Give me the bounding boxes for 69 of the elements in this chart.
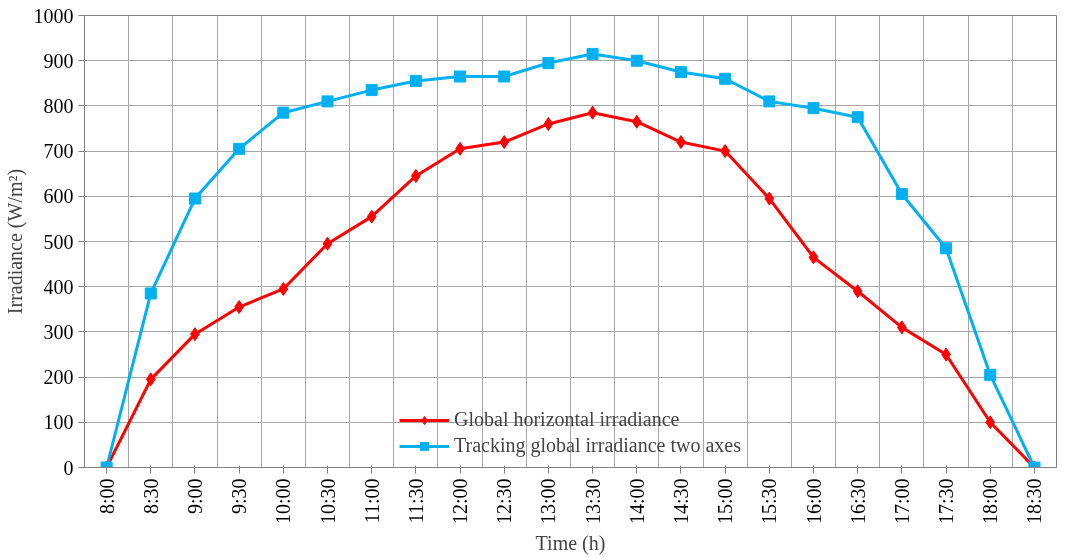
point	[322, 236, 333, 251]
point	[233, 142, 246, 155]
point	[586, 47, 599, 60]
y-axis-title: Irradiance (W/m²)	[3, 168, 27, 315]
x-tick-label: 11:30	[404, 478, 427, 524]
x-tick-label: 13:00	[537, 478, 560, 525]
x-tick-label: 12:00	[449, 478, 472, 525]
y-tick-label: 900	[43, 49, 74, 72]
x-tick-label: 15:00	[714, 478, 737, 525]
point	[409, 75, 422, 88]
x-tick-label: 8:00	[95, 478, 118, 515]
point	[366, 209, 377, 224]
y-tick-label: 0	[63, 456, 74, 479]
x-tick-label: 17:30	[935, 478, 958, 525]
point	[278, 281, 289, 296]
point	[498, 70, 511, 83]
point	[895, 188, 908, 201]
point	[144, 287, 157, 300]
x-tick-label: 15:30	[758, 478, 781, 525]
y-tick-label: 400	[43, 275, 74, 298]
x-tick-label: 11:00	[360, 478, 383, 524]
point	[543, 116, 554, 131]
point	[454, 70, 467, 83]
x-tick-label: 17:00	[890, 478, 913, 525]
x-tick-label: 16:00	[802, 478, 825, 525]
point	[940, 242, 953, 255]
x-axis-title: Time (h)	[535, 532, 606, 556]
point	[985, 415, 996, 430]
point	[764, 191, 775, 206]
x-tick-label: 14:00	[625, 478, 648, 525]
point	[145, 372, 156, 387]
y-tick-label: 200	[43, 366, 74, 389]
x-tick-label: 14:30	[669, 478, 692, 525]
point	[984, 368, 997, 381]
y-tick-label: 500	[43, 230, 74, 253]
point	[499, 135, 510, 150]
legend-label: Tracking global irradiance two axes	[454, 434, 741, 457]
point	[587, 105, 598, 120]
x-tick-label: 8:30	[139, 478, 162, 515]
y-tick-label: 600	[43, 185, 74, 208]
x-tick-label: 10:30	[316, 478, 339, 525]
x-tick-label: 10:00	[272, 478, 295, 525]
legend-label: Global horizontal irradiance	[454, 408, 680, 431]
x-tick-label: 9:00	[183, 478, 206, 515]
x-tick-label: 12:30	[493, 478, 516, 525]
point	[365, 84, 378, 97]
point	[808, 250, 819, 265]
point	[277, 106, 290, 119]
x-tick-label: 18:30	[1023, 478, 1046, 525]
point	[852, 284, 863, 299]
point	[631, 114, 642, 129]
x-tick-label: 13:30	[581, 478, 604, 525]
y-tick-label: 800	[43, 94, 74, 117]
point	[188, 192, 201, 205]
point	[321, 95, 334, 108]
x-tick-label: 9:30	[228, 478, 251, 515]
point	[807, 102, 820, 115]
x-tick-label: 18:00	[979, 478, 1002, 525]
y-tick-label: 300	[43, 320, 74, 343]
point	[719, 72, 732, 85]
y-tick-label: 1000	[33, 4, 74, 27]
point	[763, 95, 776, 108]
point	[674, 66, 687, 78]
point	[542, 56, 555, 69]
x-tick-label: 16:30	[846, 478, 869, 525]
point	[851, 111, 864, 124]
y-tick-label: 100	[43, 411, 74, 434]
point	[630, 54, 643, 67]
y-tick-label: 700	[43, 140, 74, 163]
